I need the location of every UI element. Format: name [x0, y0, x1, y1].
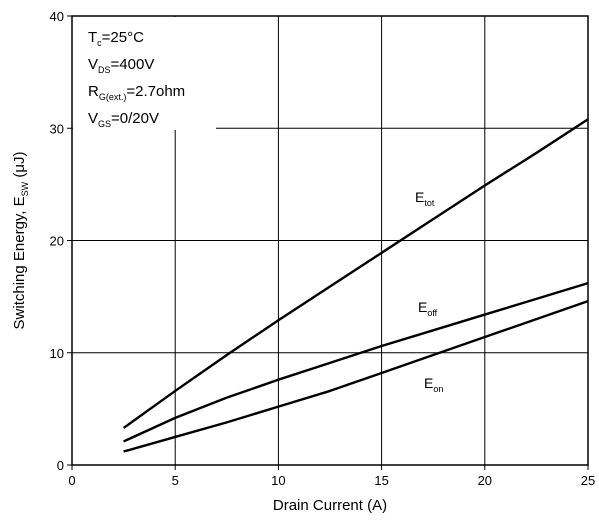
x-axis-title: Drain Current (A)	[273, 497, 387, 514]
condition-line: VGS=0/20V	[88, 110, 159, 129]
curve-label-e-off: Eoff	[418, 299, 438, 318]
y-tick-label: 40	[50, 9, 64, 24]
x-tick-label: 10	[271, 473, 285, 488]
x-tick-label: 25	[581, 473, 595, 488]
y-tick-label: 30	[50, 121, 64, 136]
x-tick-label: 0	[68, 473, 75, 488]
curve-label-e-on: Eon	[424, 375, 443, 394]
conditions-box	[73, 17, 216, 130]
condition-line: VDS=400V	[88, 56, 154, 75]
y-axis-title: Switching Energy, ESW (μJ)	[11, 152, 30, 330]
conditions-layer: Tc=25°C VDS=400V RG(ext.)=2.7ohm VGS=0/20V	[88, 29, 185, 129]
series-layer	[122, 118, 589, 453]
series-line-e-on	[123, 299, 589, 453]
x-tick-label: 20	[478, 473, 492, 488]
condition-line: RG(ext.)=2.7ohm	[88, 83, 185, 102]
x-tick-label: 15	[374, 473, 388, 488]
curve-labels-layer: Etot Eoff Eon	[415, 189, 443, 394]
ticks-layer: 0 5 10 15 20 25 0 10 20 30 40	[50, 9, 596, 488]
series-line-e-tot	[122, 118, 589, 429]
y-tick-label: 20	[50, 234, 64, 249]
curve-label-e-tot: Etot	[415, 189, 435, 208]
y-tick-label: 0	[57, 458, 64, 473]
y-axis-title-main: Switching Energy, E	[11, 196, 28, 329]
x-tick-label: 5	[172, 473, 179, 488]
y-tick-label: 10	[50, 346, 64, 361]
y-axis-title-unit: (μJ)	[11, 152, 28, 182]
y-axis-title-sub: SW	[20, 181, 30, 196]
condition-line: Tc=25°C	[88, 29, 144, 48]
series-line-e-off	[123, 282, 589, 443]
